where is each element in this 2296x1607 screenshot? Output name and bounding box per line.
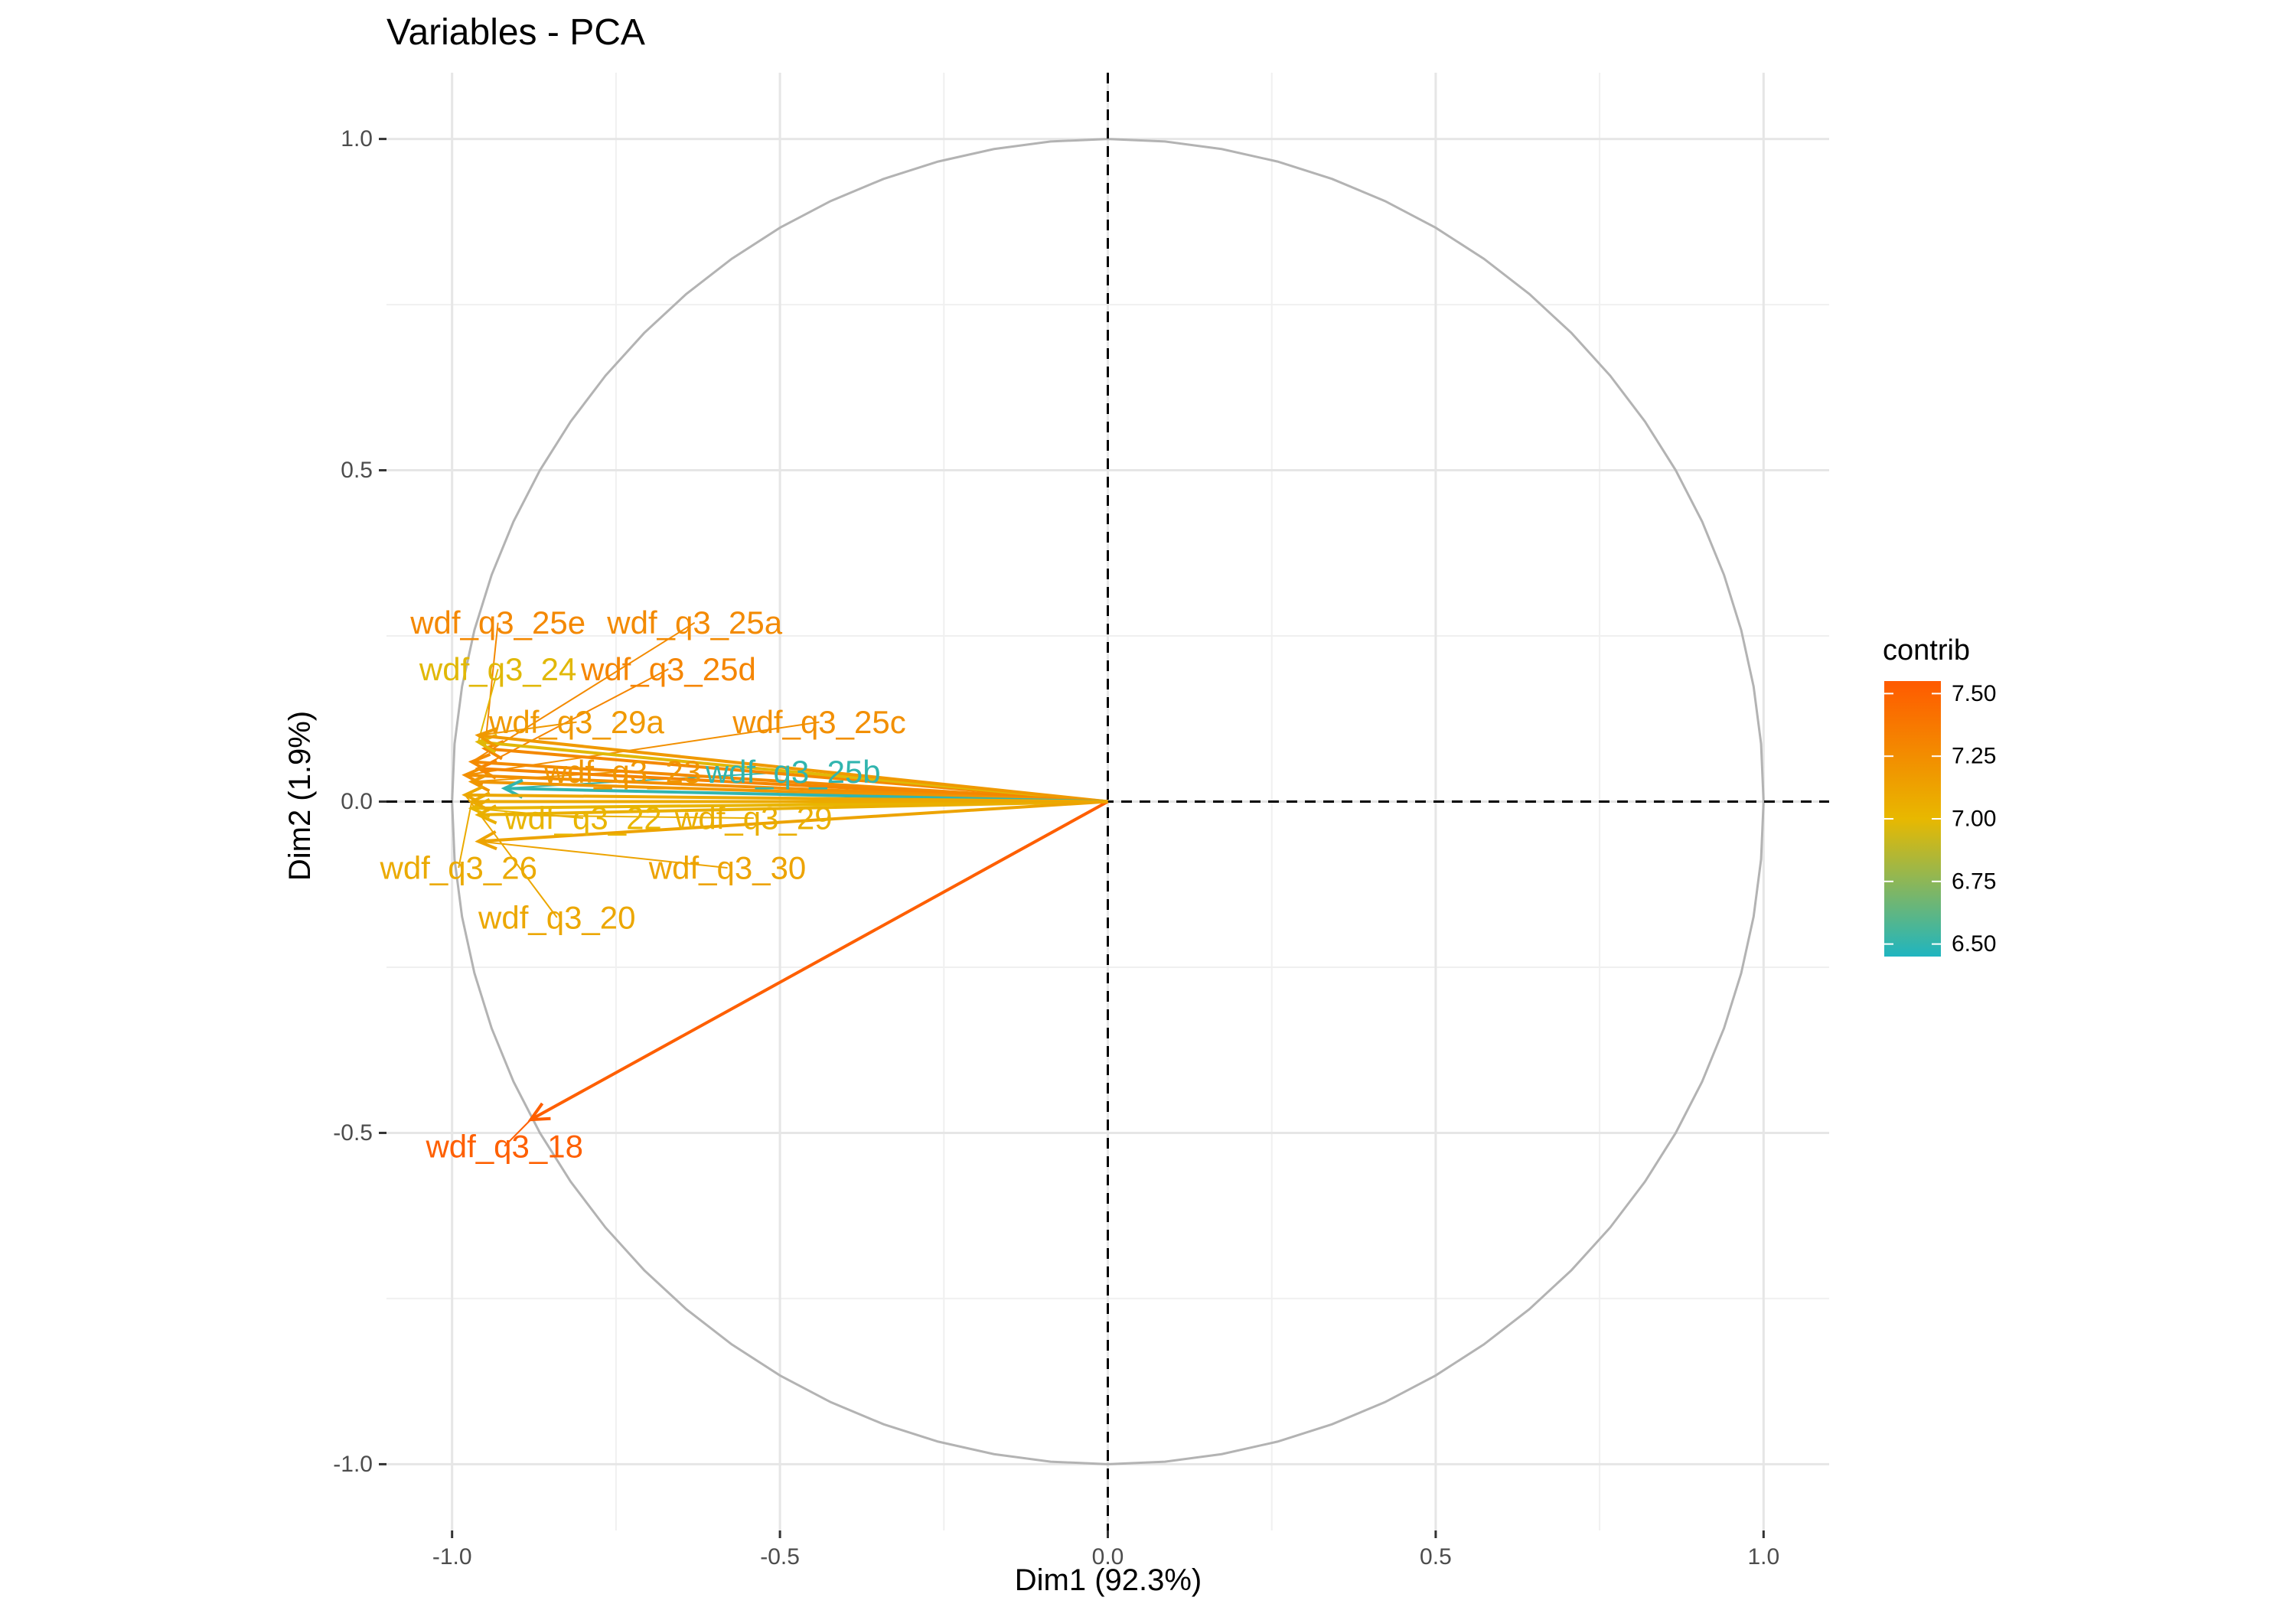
- legend-tick-label: 6.75: [1952, 869, 1996, 894]
- x-tick-label: 0.5: [1420, 1544, 1452, 1570]
- x-tick-label: -1.0: [432, 1544, 472, 1570]
- label-leader-line: [471, 621, 696, 763]
- legend-tick-label: 7.00: [1952, 807, 1996, 832]
- variable-arrow: [478, 800, 1108, 843]
- variable-label: wdf_q3_25e: [409, 605, 585, 641]
- arrow-head: [475, 830, 497, 851]
- y-tick-label: -1.0: [333, 1452, 373, 1477]
- variable-label: wdf_q3_25d: [580, 651, 756, 687]
- y-tick-label: 0.5: [341, 458, 373, 483]
- variable-arrows: [461, 727, 1109, 1122]
- variable-label: wdf_q3_20: [478, 900, 636, 936]
- variable-label: wdf_q3_29: [674, 800, 833, 836]
- legend-tick-label: 7.50: [1952, 681, 1996, 706]
- variable-label: wdf_q3_30: [648, 850, 807, 886]
- label-leader-line: [458, 801, 473, 869]
- y-axis-title: Dim2 (1.9%): [283, 711, 317, 881]
- legend-title: contrib: [1883, 634, 1970, 667]
- variable-label: wdf_q3_22: [504, 800, 662, 836]
- variable-label: wdf_q3_23: [543, 754, 702, 790]
- variable-label: wdf_q3_25b: [705, 754, 881, 790]
- arrow-head: [527, 1102, 551, 1122]
- variable-arrow: [530, 800, 1109, 1121]
- y-axis: -1.0 -0.5 0.0 0.5 1.0: [333, 126, 386, 1477]
- y-tick-label: 1.0: [341, 126, 373, 152]
- variable-label: wdf_q3_25c: [732, 704, 906, 740]
- legend: contrib 6.50 6.75 7.00 7.25 7.50: [1883, 634, 1996, 957]
- variable-label: wdf_q3_18: [425, 1128, 583, 1164]
- x-axis: -1.0 -0.5 0.0 0.5 1.0: [432, 1530, 1779, 1570]
- arrow-head: [475, 727, 498, 748]
- legend-colorbar: [1884, 681, 1941, 957]
- legend-ticks: 6.50 6.75 7.00 7.25 7.50: [1884, 681, 1996, 957]
- label-leader-line: [504, 1119, 532, 1147]
- legend-tick-label: 6.50: [1952, 931, 1996, 957]
- x-axis-title: Dim1 (92.3%): [1015, 1563, 1202, 1597]
- label-leader-line: [484, 622, 499, 749]
- x-tick-label: 0.0: [1092, 1544, 1124, 1570]
- x-tick-label: -0.5: [760, 1544, 800, 1570]
- chart-title: Variables - PCA: [386, 12, 645, 53]
- variable-label: wdf_q3_29a: [488, 704, 665, 740]
- variable-arrow: [465, 793, 1108, 804]
- label-leader-line: [478, 840, 728, 869]
- x-tick-label: 1.0: [1747, 1544, 1779, 1570]
- arrow-head: [461, 784, 484, 806]
- legend-tick-label: 7.25: [1952, 744, 1996, 769]
- variable-arrow: [478, 800, 1108, 817]
- y-tick-label: -0.5: [333, 1120, 373, 1146]
- label-leader-line: [477, 669, 499, 742]
- y-tick-label: 0.0: [341, 789, 373, 814]
- variable-label: wdf_q3_25a: [606, 605, 783, 641]
- label-leader-line: [478, 721, 577, 736]
- variable-label: wdf_q3_26: [379, 850, 537, 886]
- variable-label: wdf_q3_24: [419, 651, 577, 687]
- variable-arrow: [478, 733, 1108, 804]
